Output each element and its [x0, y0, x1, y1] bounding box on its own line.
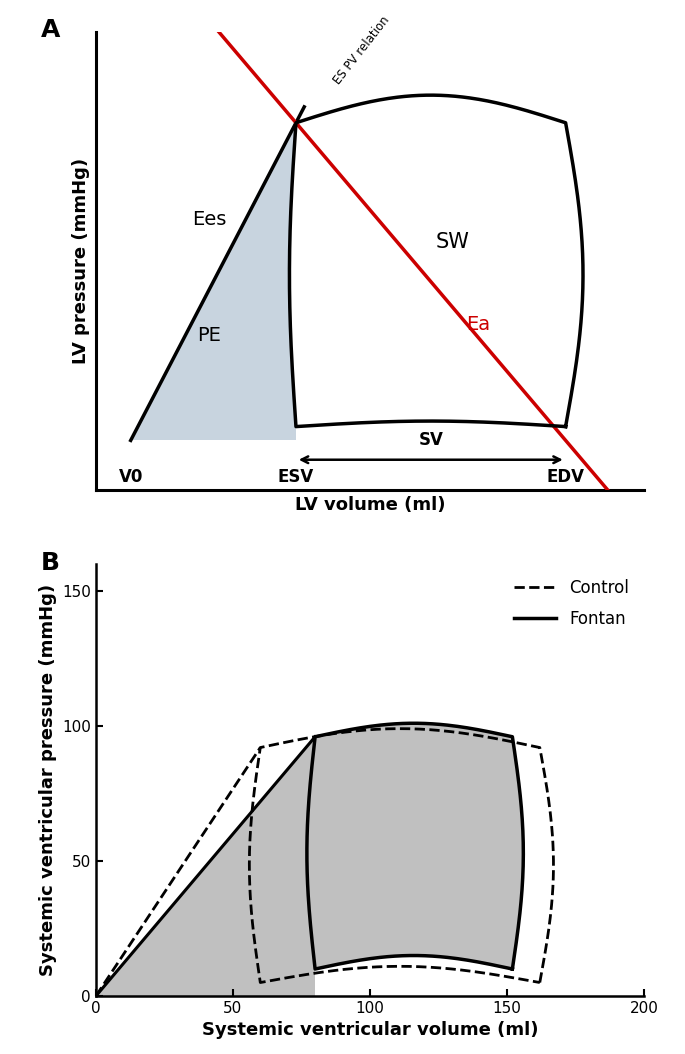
Text: ES PV relation: ES PV relation [331, 14, 392, 86]
Text: EDV: EDV [547, 468, 584, 486]
Y-axis label: Systemic ventricular pressure (mmHg): Systemic ventricular pressure (mmHg) [38, 584, 57, 976]
Text: SV: SV [419, 431, 443, 449]
X-axis label: Systemic ventricular volume (ml): Systemic ventricular volume (ml) [201, 1021, 538, 1039]
Text: PE: PE [197, 326, 221, 345]
Text: A: A [41, 18, 60, 42]
Text: SW: SW [436, 232, 469, 252]
Text: Ea: Ea [466, 315, 490, 334]
Legend: Control, Fontan: Control, Fontan [508, 572, 636, 635]
Text: B: B [41, 551, 60, 574]
Polygon shape [307, 723, 523, 969]
Polygon shape [290, 95, 583, 427]
Text: ESV: ESV [278, 468, 314, 486]
Polygon shape [96, 737, 315, 996]
Text: V0: V0 [119, 468, 143, 486]
X-axis label: LV volume (ml): LV volume (ml) [295, 495, 445, 513]
Y-axis label: LV pressure (mmHg): LV pressure (mmHg) [73, 158, 90, 364]
Text: Ees: Ees [192, 210, 226, 229]
Polygon shape [131, 122, 296, 441]
